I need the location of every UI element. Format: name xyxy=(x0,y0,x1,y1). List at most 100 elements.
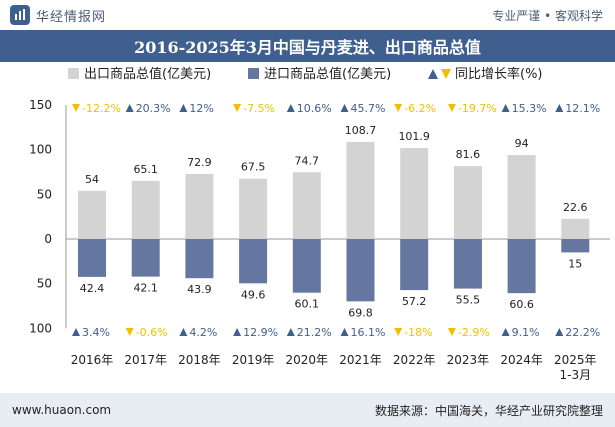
export-value-label: 108.7 xyxy=(345,124,377,137)
import-bar xyxy=(239,239,268,284)
import-bar xyxy=(400,239,429,291)
import-growth-label: 4.2% xyxy=(189,326,217,339)
export-bar xyxy=(453,166,482,239)
export-bar xyxy=(78,190,106,239)
import-growth-label: 12.9% xyxy=(243,326,278,339)
x-tick-label: 2017年 xyxy=(124,353,167,367)
growth-up-icon xyxy=(501,104,510,112)
x-tick-label: 2022年 xyxy=(393,353,436,367)
import-growth-label: 21.2% xyxy=(297,326,332,339)
slogan: 专业严谨 • 客观科学 xyxy=(492,8,603,23)
brand-name: 华经情报网 xyxy=(36,9,107,25)
import-bar xyxy=(453,239,482,289)
growth-up-icon xyxy=(340,328,349,336)
x-tick-label: 2018年 xyxy=(178,353,221,367)
huajing-logo-icon xyxy=(10,5,30,25)
x-tick-label: 2020年 xyxy=(286,353,329,367)
import-growth-label: 3.4% xyxy=(82,326,110,339)
legend-up-triangle-icon xyxy=(428,69,438,79)
y-tick-label: 50 xyxy=(37,187,52,201)
export-bar xyxy=(292,172,321,239)
import-value-label: 57.2 xyxy=(402,295,427,308)
legend-growth-label: 同比增长率(%) xyxy=(455,66,543,82)
import-value-label: 15 xyxy=(568,257,582,270)
export-value-label: 72.9 xyxy=(187,156,212,169)
import-growth-label: 22.2% xyxy=(565,326,600,339)
export-bar xyxy=(131,180,160,239)
y-tick-label: 0 xyxy=(44,232,52,246)
data-source: 数据来源：中国海关，华经产业研究院整理 xyxy=(374,403,603,418)
x-tick-label: 2019年 xyxy=(232,353,275,367)
export-growth-label: 20.3% xyxy=(136,102,171,115)
export-value-label: 101.9 xyxy=(398,130,430,143)
export-growth-label: -7.5% xyxy=(243,102,275,115)
growth-up-icon xyxy=(340,104,349,112)
import-bar xyxy=(78,239,106,277)
import-growth-label: 9.1% xyxy=(512,326,540,339)
export-growth-label: -19.7% xyxy=(458,102,497,115)
y-tick-label: 150 xyxy=(29,98,52,112)
growth-down-icon xyxy=(72,104,80,112)
import-growth-label: -2.9% xyxy=(458,326,490,339)
import-value-label: 42.1 xyxy=(133,282,158,295)
import-bar xyxy=(131,239,160,277)
legend-import-label: 进口商品总值(亿美元) xyxy=(264,66,391,82)
import-bar xyxy=(346,239,375,302)
legend-import-swatch xyxy=(248,68,259,79)
export-growth-label: -12.2% xyxy=(82,102,121,115)
growth-down-icon xyxy=(233,104,242,112)
growth-up-icon xyxy=(125,104,134,112)
export-growth-label: 15.3% xyxy=(512,102,547,115)
export-bar xyxy=(561,218,590,239)
x-tick-label: 2024年 xyxy=(500,353,543,367)
import-bar xyxy=(507,239,536,294)
export-bar xyxy=(346,141,375,239)
export-bar xyxy=(400,147,429,239)
chart-title: 2016-2025年3月中国与丹麦进、出口商品总值 xyxy=(134,38,481,57)
export-value-label: 54 xyxy=(85,173,99,186)
export-bar xyxy=(239,178,268,239)
export-growth-label: 12% xyxy=(189,102,213,115)
growth-up-icon xyxy=(233,328,242,336)
import-growth-label: -0.6% xyxy=(136,326,168,339)
export-growth-label: -6.2% xyxy=(404,102,436,115)
x-tick-label: 1-3月 xyxy=(559,368,591,382)
import-growth-label: -18% xyxy=(404,326,432,339)
growth-down-icon xyxy=(394,328,403,336)
chart-title-bar: 2016-2025年3月中国与丹麦进、出口商品总值 xyxy=(0,30,615,62)
export-growth-label: 10.6% xyxy=(297,102,332,115)
brand[interactable]: 华经情报网 xyxy=(10,5,106,25)
import-value-label: 43.9 xyxy=(187,283,212,296)
growth-up-icon xyxy=(555,104,564,112)
growth-up-icon xyxy=(179,328,188,336)
export-growth-label: 45.7% xyxy=(351,102,386,115)
footer: www.huaon.com 数据来源：中国海关，华经产业研究院整理 xyxy=(0,393,615,427)
export-bar xyxy=(185,173,214,239)
growth-up-icon xyxy=(501,328,510,336)
import-value-label: 42.4 xyxy=(80,282,105,295)
import-value-label: 60.6 xyxy=(509,298,534,311)
export-growth-label: 12.1% xyxy=(565,102,600,115)
chart-area: 出口商品总值(亿美元) 进口商品总值(亿美元) 同比增长率(%) 150 100 50 0 5… xyxy=(29,66,610,382)
top-bar: 华经情报网 专业严谨 • 客观科学 xyxy=(0,0,615,30)
x-tick-label: 2023年 xyxy=(447,353,490,367)
import-bar xyxy=(185,239,214,279)
growth-down-icon xyxy=(394,104,403,112)
x-tick-label: 2021年 xyxy=(339,353,382,367)
legend-export-label: 出口商品总值(亿美元) xyxy=(84,66,211,82)
growth-up-icon xyxy=(286,328,295,336)
import-value-label: 49.6 xyxy=(241,288,266,301)
import-value-label: 55.5 xyxy=(456,294,481,307)
growth-up-icon xyxy=(555,328,564,336)
growth-up-icon xyxy=(286,104,295,112)
export-value-label: 22.6 xyxy=(563,201,588,214)
export-value-label: 94 xyxy=(515,137,529,150)
y-tick-label: 100 xyxy=(29,321,52,335)
export-value-label: 81.6 xyxy=(456,148,481,161)
import-bar xyxy=(292,239,321,293)
import-bar xyxy=(561,239,590,253)
y-tick-label: 100 xyxy=(29,143,52,157)
export-value-label: 67.5 xyxy=(241,161,266,174)
website-link[interactable]: www.huaon.com xyxy=(12,403,112,417)
legend-export-swatch xyxy=(68,68,79,79)
